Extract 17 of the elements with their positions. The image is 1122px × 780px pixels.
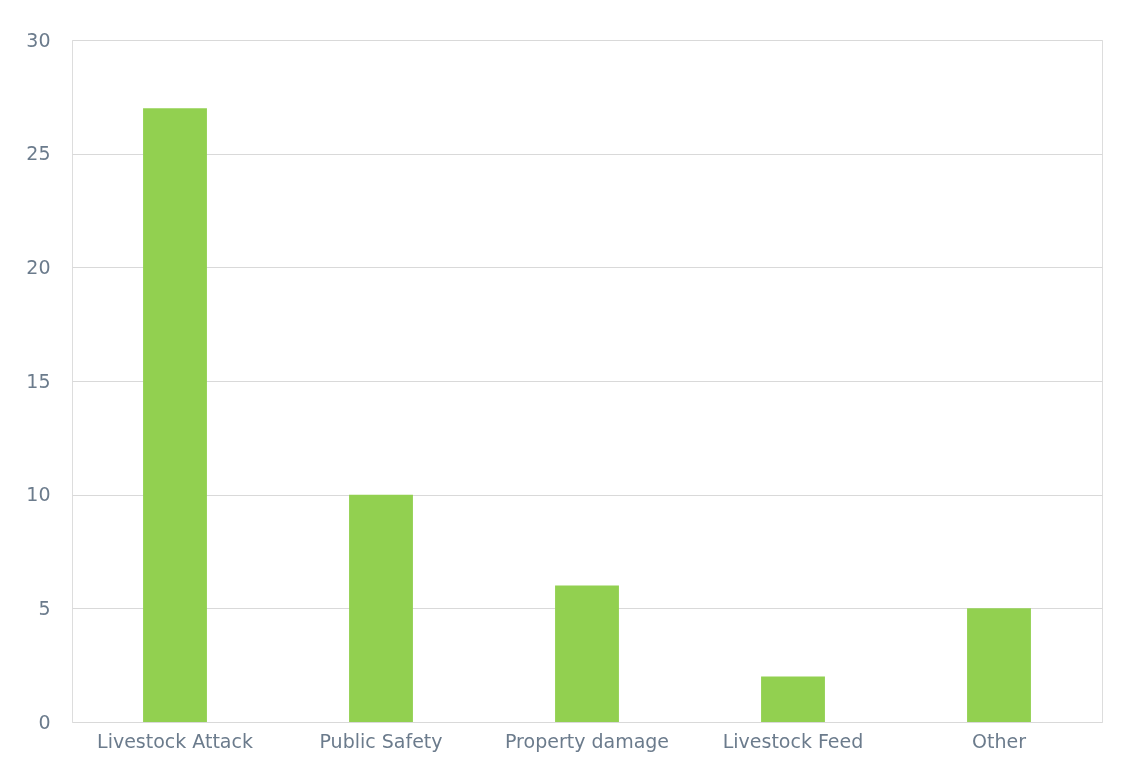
bar	[143, 108, 207, 722]
y-tick-label: 0	[38, 710, 51, 733]
y-tick-label: 30	[26, 28, 51, 51]
x-tick-label: Other	[972, 729, 1027, 752]
bar	[555, 585, 619, 722]
x-tick-label: Property damage	[504, 729, 670, 752]
bar	[967, 608, 1031, 722]
x-tick-label: Livestock Feed	[722, 729, 864, 752]
x-tick-label: Public Safety	[319, 729, 443, 752]
y-tick-label: 10	[26, 483, 51, 506]
y-tick-label: 5	[38, 596, 51, 619]
bar	[349, 494, 413, 722]
bar	[761, 676, 825, 722]
y-tick-label: 15	[26, 369, 51, 392]
y-tick-label: 25	[26, 142, 51, 165]
x-tick-label: Livestock Attack	[97, 729, 253, 752]
y-tick-label: 20	[26, 255, 51, 278]
